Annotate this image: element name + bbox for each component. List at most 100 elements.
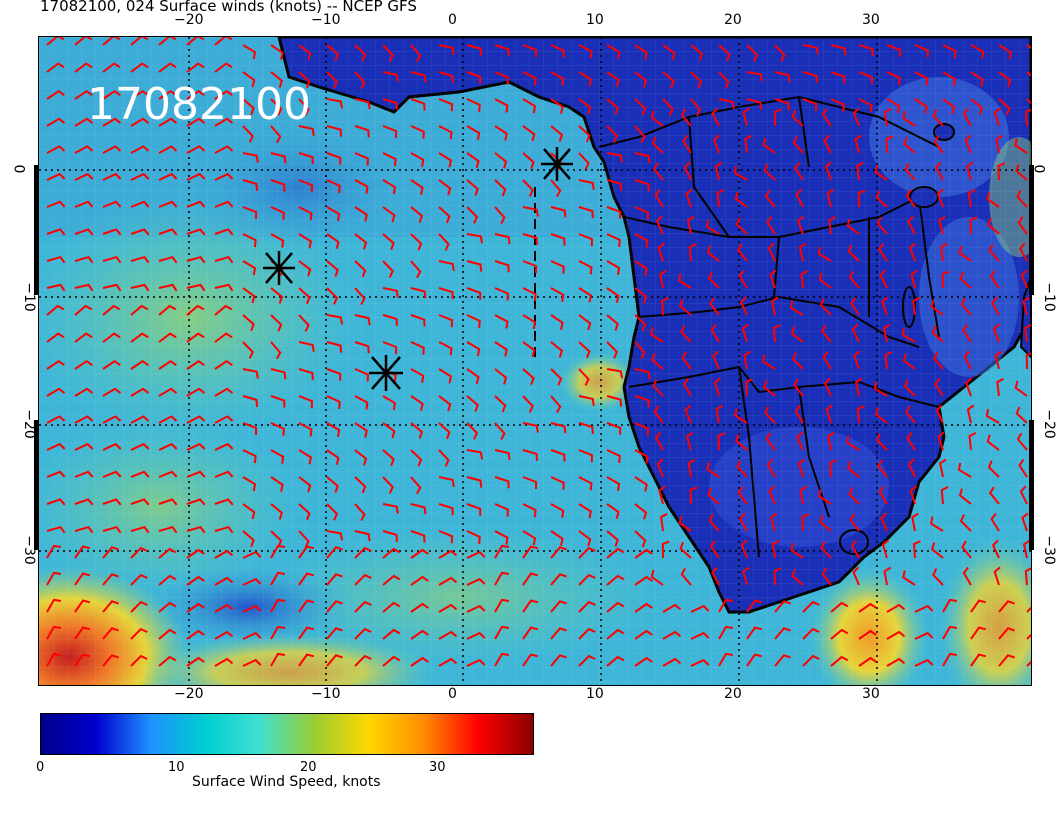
wind-barb — [130, 498, 150, 506]
wind-barb — [606, 574, 625, 586]
wind-barb — [382, 530, 398, 542]
wind-barb — [634, 530, 647, 548]
wind-barb — [158, 145, 178, 154]
wind-barb — [606, 395, 623, 407]
wind-barb — [158, 172, 178, 181]
wind-barb — [793, 162, 804, 181]
wind-barb — [883, 107, 892, 127]
wind-barb — [771, 539, 780, 559]
wind-barb — [382, 601, 401, 613]
wind-barb — [158, 37, 177, 46]
wind-barb — [709, 540, 720, 559]
wind-barb — [735, 217, 748, 235]
wind-barb — [985, 408, 1000, 424]
wind-barb — [382, 44, 394, 62]
wind-barb — [494, 125, 508, 141]
wind-barb — [186, 442, 206, 451]
wind-barb — [186, 415, 206, 424]
wind-barb — [438, 368, 453, 384]
wind-barb — [718, 625, 734, 640]
wind-barb — [494, 44, 510, 57]
wind-barb — [74, 304, 93, 316]
wind-barb — [967, 188, 976, 208]
wind-barb — [102, 654, 119, 667]
wind-barb — [242, 71, 256, 88]
wind-barb — [46, 652, 62, 667]
wind-barb — [987, 217, 1000, 235]
wind-barb — [382, 574, 401, 586]
wind-barb — [678, 515, 692, 532]
wind-barb — [326, 314, 344, 325]
wind-barb — [550, 71, 565, 86]
wind-barb — [466, 98, 481, 112]
colorbar-title: Surface Wind Speed, knots — [192, 774, 381, 790]
wind-barb — [74, 599, 91, 613]
wind-barb — [214, 442, 234, 451]
wind-barb — [550, 368, 563, 386]
wind-barb — [158, 547, 177, 559]
wind-barb — [853, 350, 861, 370]
wind-barb — [802, 600, 820, 613]
wind-barb — [886, 603, 906, 613]
wind-barb — [886, 44, 902, 57]
wind-barb — [438, 71, 454, 84]
wind-barb — [522, 206, 539, 217]
wind-barb — [466, 422, 479, 440]
wind-barb — [158, 442, 178, 451]
wind-barb — [875, 190, 888, 208]
wind-barb — [74, 359, 93, 370]
wind-barb — [270, 449, 285, 464]
colorbar-tick: 0 — [36, 760, 45, 775]
wind-barb — [494, 71, 509, 85]
wind-barb — [878, 485, 888, 505]
wind-barb — [326, 44, 339, 61]
wind-barb — [634, 44, 648, 60]
wind-barb — [186, 200, 206, 208]
wind-barb — [550, 314, 564, 330]
wind-barb — [938, 458, 947, 478]
wind-barb — [354, 395, 369, 410]
wind-barb — [797, 215, 805, 235]
wind-barb — [298, 287, 311, 305]
wind-barb — [130, 442, 150, 451]
wind-barb — [821, 567, 832, 586]
wind-barb — [988, 486, 1000, 505]
wind-barb — [102, 525, 122, 534]
wind-barb — [298, 422, 313, 437]
wind-barb — [522, 314, 537, 330]
wind-barb — [494, 449, 511, 461]
wind-barb — [46, 62, 65, 73]
wind-barb — [746, 626, 763, 640]
wind-barb — [494, 571, 510, 586]
wind-barb — [410, 368, 425, 383]
wind-barb — [873, 381, 888, 397]
wind-barb — [934, 378, 944, 397]
wind-barb — [906, 431, 916, 451]
wind-barb — [578, 44, 593, 59]
wind-barb — [326, 503, 339, 521]
wind-barb — [795, 188, 804, 208]
colorbar — [40, 713, 534, 755]
wind-barb — [606, 449, 621, 463]
wind-barb — [738, 512, 748, 532]
wind-barb — [130, 89, 149, 100]
wind-barb — [907, 215, 916, 235]
wind-barb — [214, 387, 234, 397]
wind-barb — [850, 297, 860, 316]
wind-barb — [438, 233, 450, 251]
wind-barb — [522, 530, 537, 546]
wind-barb — [904, 405, 916, 424]
wind-barb — [713, 134, 721, 154]
wind-barb — [958, 245, 972, 262]
wind-barb — [382, 206, 396, 223]
wind-barb — [298, 152, 314, 165]
wind-barb — [846, 461, 860, 478]
wind-barb — [937, 431, 945, 451]
wind-barb — [494, 233, 511, 245]
wind-barb — [522, 287, 537, 302]
wind-barb — [130, 304, 149, 316]
wind-barb — [382, 314, 398, 326]
wind-barb — [466, 287, 482, 300]
wind-barb — [158, 655, 177, 667]
wind-barb — [769, 512, 778, 532]
